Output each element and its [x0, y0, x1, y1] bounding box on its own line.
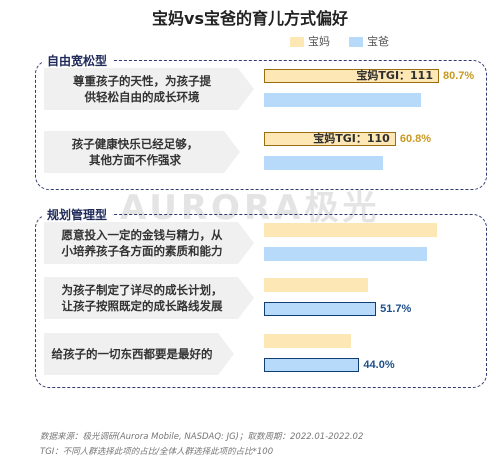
bar-mom	[264, 132, 396, 146]
bar-mom	[264, 223, 438, 237]
bar-dad	[264, 358, 360, 372]
legend-swatch-mom	[290, 37, 304, 48]
value-label-mom: 60.8%	[399, 133, 432, 145]
statement-text: 尊重孩子的天性，为孩子提 供轻松自由的成长环境	[73, 74, 211, 104]
footnote-source: 数据来源：极光调研(Aurora Mobile, NASDAQ: JG)；取数周…	[40, 432, 364, 442]
group-label-planned: 规划管理型	[42, 206, 113, 223]
bar-dad	[264, 302, 377, 316]
tgi-label: 宝妈TGI：110	[313, 132, 390, 145]
statement-arrow: 尊重孩子的天性，为孩子提 供轻松自由的成长环境	[44, 68, 254, 110]
legend-item-dad: 宝爸	[349, 33, 389, 49]
watermark-logo: AURORA极光	[120, 188, 381, 228]
group-label-free: 自由宽松型	[42, 52, 113, 69]
value-label-mom: 80.7%	[443, 70, 475, 82]
statement-arrow: 给孩子的一切东西都要是最好的	[44, 333, 234, 375]
legend: 宝妈 宝爸	[290, 33, 405, 49]
statement-arrow: 愿意投入一定的金钱与精力，从 小培养孩子各方面的素质和能力	[44, 222, 254, 264]
statement-text: 为孩子制定了详尽的成长计划， 让孩子按照既定的成长路线发展	[61, 283, 223, 313]
group-box-free	[35, 60, 487, 190]
legend-swatch-dad	[349, 37, 364, 48]
legend-label-dad: 宝爸	[367, 36, 390, 48]
value-label-dad: 51.7%	[380, 303, 412, 315]
bar-mom	[264, 69, 439, 83]
bar-dad	[264, 93, 422, 107]
bar-dad	[264, 247, 427, 261]
bar-mom	[264, 334, 351, 348]
bar-dad	[264, 156, 384, 170]
statement-text: 给孩子的一切东西都要是最好的	[51, 347, 213, 361]
statement-text: 愿意投入一定的金钱与精力，从 小培养孩子各方面的素质和能力	[61, 228, 223, 258]
statement-arrow: 为孩子制定了详尽的成长计划， 让孩子按照既定的成长路线发展	[44, 277, 254, 319]
footnote-tgi: TGI：不同人群选择此项的占比/全体人群选择此项的占比*100	[40, 447, 274, 457]
group-box-planned	[35, 214, 487, 388]
statement-text: 孩子健康快乐已经足够， 其他方面不作强求	[71, 137, 199, 167]
value-label-dad: 44.0%	[363, 359, 395, 371]
legend-label-mom: 宝妈	[308, 36, 330, 48]
chart-title: 宝妈vs宝爸的育儿方式偏好	[152, 9, 348, 28]
bar-mom	[264, 278, 369, 292]
legend-item-mom: 宝妈	[290, 33, 330, 49]
tgi-label: 宝妈TGI：111	[356, 69, 433, 82]
statement-arrow: 孩子健康快乐已经足够， 其他方面不作强求	[44, 131, 240, 173]
